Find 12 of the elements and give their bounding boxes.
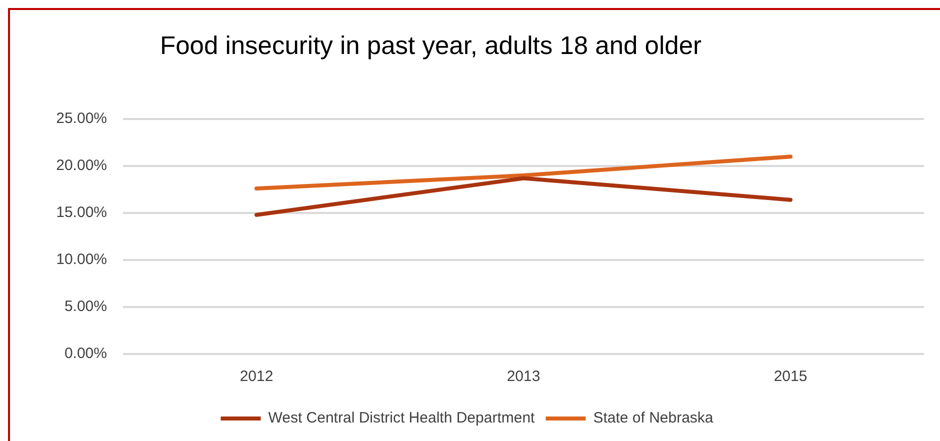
y-tick-label: 15.00% <box>56 204 107 222</box>
y-tick-label: 10.00% <box>56 251 107 268</box>
legend-label: West Central District Health Department <box>268 410 536 427</box>
x-tick-label: 2012 <box>240 368 274 386</box>
legend-label: State of Nebraska <box>593 410 714 427</box>
x-tick-label: 2013 <box>506 368 540 386</box>
x-tick-label: 2015 <box>774 368 808 386</box>
y-tick-label: 0.00% <box>64 345 107 362</box>
y-tick-label: 20.00% <box>56 157 107 174</box>
y-tick-label: 25.00% <box>56 110 107 128</box>
chart-title: Food insecurity in past year, adults 18 and older <box>160 32 702 61</box>
y-tick-label: 5.00% <box>64 298 107 316</box>
